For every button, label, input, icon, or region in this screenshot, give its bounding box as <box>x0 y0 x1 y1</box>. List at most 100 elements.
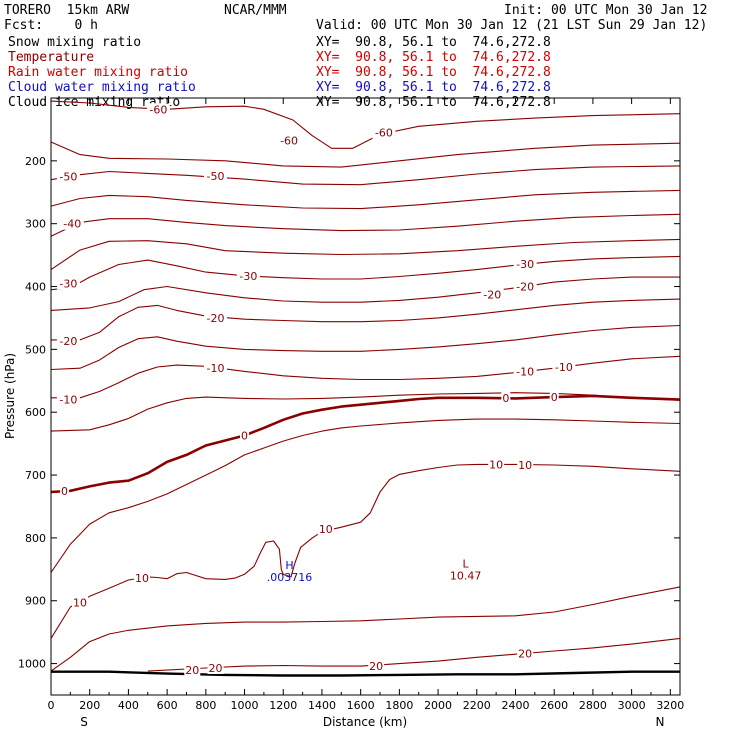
contour-label: 20 <box>209 662 223 675</box>
contour-label: -10 <box>207 362 225 375</box>
x-tick-label: 1800 <box>385 699 413 712</box>
x-tick-label: 0 <box>48 699 55 712</box>
x-tick-label: 400 <box>118 699 139 712</box>
extremum-l-value: 10.47 <box>450 569 482 582</box>
contour-label: 20 <box>518 648 532 661</box>
y-tick-label: 600 <box>25 406 46 419</box>
contour-label: 10 <box>73 597 87 610</box>
contour-label-bg <box>204 362 228 375</box>
contour-label: 20 <box>369 660 383 673</box>
isotherm-m30 <box>50 255 681 291</box>
contour-label-bg <box>517 647 534 660</box>
isotherm-m15 <box>50 324 681 371</box>
y-axis-label: Pressure (hPa) <box>3 353 17 439</box>
x-tick-label: 800 <box>195 699 216 712</box>
contour-label: 0 <box>502 392 509 405</box>
contour-label: -60 <box>375 127 393 140</box>
contour-label: -40 <box>63 218 81 231</box>
extremum-h-marker: H <box>285 559 293 572</box>
contour-label: 0 <box>551 391 558 404</box>
contour-label-bg <box>204 311 228 324</box>
contour-label: 10 <box>135 572 149 585</box>
contour-label: -10 <box>59 394 77 407</box>
legend-cloud-water-name: Cloud water mixing ratio <box>8 80 196 95</box>
contour-label: -20 <box>207 312 225 325</box>
x-tick-label: 2000 <box>424 699 452 712</box>
contour-label: 0 <box>61 485 68 498</box>
forecast-hour: Fcst: 0 h <box>4 18 98 33</box>
y-tick-label: 1000 <box>18 658 46 671</box>
isotherm-m40 <box>50 213 681 237</box>
terrain-surface <box>51 670 680 677</box>
x-tick-label: 1200 <box>269 699 297 712</box>
isotherm-10 <box>50 463 681 639</box>
x-tick-label: 2200 <box>463 699 491 712</box>
ground-line <box>51 670 680 677</box>
isotherm-m5 <box>50 392 681 432</box>
x-tick-label: 600 <box>157 699 178 712</box>
contour-label-bg <box>56 277 80 290</box>
x-tick-label: 3000 <box>618 699 646 712</box>
contour-label: -50 <box>59 171 77 184</box>
y-tick-label: 700 <box>25 469 46 482</box>
contour-label: 10 <box>319 523 333 536</box>
isotherm-m10 <box>51 355 681 399</box>
legend-snow-xy: XY= 90.8, 56.1 to 74.6,272.8 <box>316 35 551 50</box>
y-tick-label: 800 <box>25 532 46 545</box>
y-tick-label: 200 <box>25 155 46 168</box>
contour-label-bg <box>184 663 201 676</box>
contour-label-bg <box>207 661 224 674</box>
x-axis-label: Distance (km) <box>323 715 407 729</box>
contour-label-bg <box>368 660 385 673</box>
isotherm-m25 <box>50 276 680 311</box>
contour-label-bg <box>488 458 505 471</box>
legend-snow-name: Snow mixing ratio <box>8 35 142 50</box>
y-tick-label: 300 <box>25 218 46 231</box>
x-tick-label: 1000 <box>231 699 259 712</box>
legend-temperature-name: Temperature <box>8 50 95 65</box>
contour-label-bg <box>60 484 70 497</box>
extremum-l-marker: L <box>463 557 470 570</box>
contour-label: -30 <box>516 258 534 271</box>
isotherm-5 <box>50 418 681 573</box>
isotherm-20 <box>147 637 681 672</box>
contour-label: -60 <box>280 135 298 148</box>
contour-label: -30 <box>239 270 257 283</box>
isotherm-m20 <box>51 298 681 341</box>
contour-label-bg <box>72 596 89 609</box>
init-time: Init: 00 UTC Mon 30 Jan 12 <box>504 3 708 18</box>
isotherm-m50 <box>50 165 681 186</box>
contour-labels: -60 -60 -60 -50 -50 -40 -30 -30 -30 -20 -20 -20 -20 -… <box>56 103 576 677</box>
contour-label-bg <box>372 126 396 139</box>
contour-label-bg <box>549 391 559 404</box>
contour-label-bg <box>317 523 334 536</box>
center-label: NCAR/MMM <box>224 3 287 18</box>
valid-time: Valid: 00 UTC Mon 30 Jan 12 (21 LST Sun … <box>316 18 708 33</box>
contour-label-bg <box>513 280 537 293</box>
x-axis-north-label: N <box>656 715 665 729</box>
x-tick-label: 2400 <box>501 699 529 712</box>
contour-label: -50 <box>207 170 225 183</box>
contour-label: -10 <box>516 365 534 378</box>
legend-temperature-xy: XY= 90.8, 56.1 to 74.6,272.8 <box>316 50 551 65</box>
y-tick-label: 900 <box>25 595 46 608</box>
contour-label-bg <box>240 429 250 442</box>
contour-label-bg <box>501 391 511 404</box>
contour-label: -10 <box>555 361 573 374</box>
contour-label-bg <box>56 335 80 348</box>
contour-label-bg <box>133 572 150 585</box>
legend-cloud-water-xy: XY= 90.8, 56.1 to 74.6,272.8 <box>316 80 551 95</box>
contour-label: -60 <box>149 103 167 116</box>
contour-label: -30 <box>59 277 77 290</box>
contour-label: -20 <box>483 289 501 302</box>
contour-label: 20 <box>185 664 199 677</box>
contour-label: 10 <box>489 458 503 471</box>
x-axis-south-label: S <box>80 715 88 729</box>
legend-rain-xy: XY= 90.8, 56.1 to 74.6,272.8 <box>316 65 551 80</box>
isotherm-m35 <box>50 238 681 271</box>
isotherm-m55 <box>50 141 681 168</box>
legend-rain-name: Rain water mixing ratio <box>8 65 189 80</box>
temperature-contours <box>50 100 681 672</box>
x-axis-ticks: 0 200 400 600 800 1000 1200 1400 1600 1800 2000 220… <box>48 98 684 712</box>
